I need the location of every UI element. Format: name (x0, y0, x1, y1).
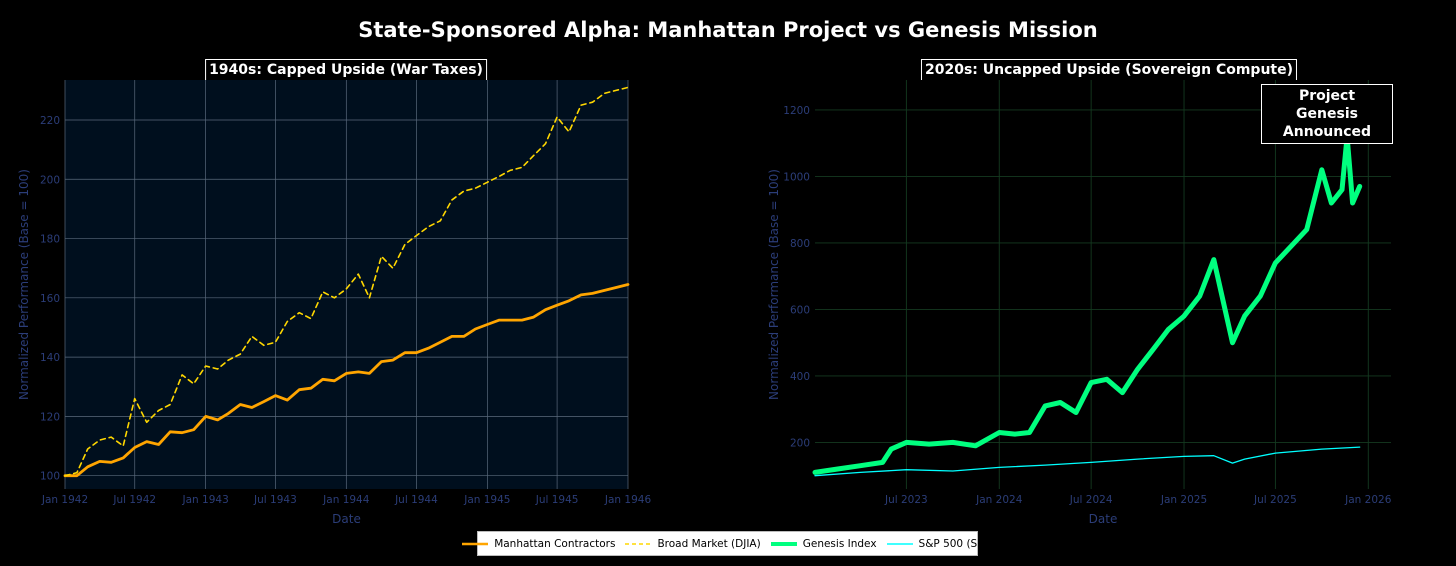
y-tick-label: 600 (790, 304, 810, 316)
x-tick-label: Jul 1943 (253, 494, 297, 506)
x-tick-label: Jan 1946 (604, 494, 652, 506)
legend-label: S&P 500 (SPY) (918, 537, 994, 550)
y-axis-title: Normalized Performance (Base = 100) (767, 169, 781, 400)
y-tick-label: 200 (40, 174, 60, 186)
chart-panel-1: 100 120 140 160 180 200 220 Jan 1942 Jul 1942 Jan… (17, 80, 651, 526)
legend-swatch (886, 542, 913, 545)
y-tick-label: 220 (40, 115, 60, 127)
legend-item[interactable]: Genesis Index (770, 538, 877, 550)
x-tick-label: Jan 1942 (41, 494, 88, 506)
y-tick-label: 200 (790, 437, 810, 449)
series-line-s-p-500-spy (814, 446, 1361, 477)
legend-item[interactable]: Manhattan Contractors (461, 538, 615, 550)
x-tick-label: Jan 2025 (1160, 494, 1207, 506)
series-line-broad-market-djia (64, 86, 629, 477)
y-tick-label: 1000 (783, 171, 810, 183)
y-tick-label: 180 (40, 234, 60, 246)
x-tick-label: Jan 1945 (463, 494, 510, 506)
chart-panel-2: 200 400 600 800 1000 1200 Jul 2023 Jan 2024 Jul … (767, 80, 1392, 526)
legend-label: Broad Market (DJIA) (657, 537, 761, 550)
main-title: State-Sponsored Alpha: Manhattan Project… (358, 18, 1098, 42)
legend-label: Manhattan Contractors (494, 537, 616, 550)
x-tick-label: Jan 1944 (322, 494, 370, 506)
legend-label: Genesis Index (802, 537, 877, 550)
y-tick-label: 140 (40, 352, 60, 364)
legend-item[interactable]: S&P 500 (SPY) (886, 538, 994, 550)
y-tick-label: 800 (790, 238, 810, 250)
x-tick-label: Jan 2024 (975, 494, 1023, 506)
y-tick-label: 160 (40, 293, 60, 305)
x-tick-label: Jul 1942 (112, 494, 156, 506)
project-genesis-annotation: Project Genesis Announced (1261, 84, 1393, 144)
legend-swatch (770, 541, 797, 546)
plot-background (815, 80, 1391, 489)
y-tick-label: 400 (790, 371, 810, 383)
legend-item[interactable]: Broad Market (DJIA) (624, 537, 761, 550)
legend: Manhattan Contractors Broad Market (DJIA)… (462, 531, 994, 556)
legend-swatch (625, 542, 652, 545)
annotation-line-2: Announced (1282, 124, 1372, 140)
x-tick-label: Jul 1944 (394, 494, 438, 506)
x-tick-label: Jul 2023 (884, 494, 928, 506)
x-tick-label: Jan 1943 (182, 494, 229, 506)
y-tick-label: 120 (40, 411, 60, 423)
annotation-line-1: Project Genesis (1296, 88, 1358, 122)
y-axis-title: Normalized Performance (Base = 100) (17, 169, 31, 400)
x-tick-label: Jul 1945 (535, 494, 579, 506)
x-tick-label: Jan 2026 (1344, 494, 1392, 506)
x-tick-label: Jul 2024 (1069, 494, 1113, 506)
series-line-genesis-index (812, 134, 1363, 475)
y-tick-label: 1200 (783, 105, 810, 117)
y-tick-label: 100 (40, 471, 60, 483)
x-axis-title: Date (1089, 512, 1118, 526)
series-line-manhattan-contractors (63, 283, 630, 478)
x-axis-title: Date (332, 512, 361, 526)
x-tick-label: Jul 2025 (1253, 494, 1297, 506)
legend-swatch (462, 542, 489, 545)
